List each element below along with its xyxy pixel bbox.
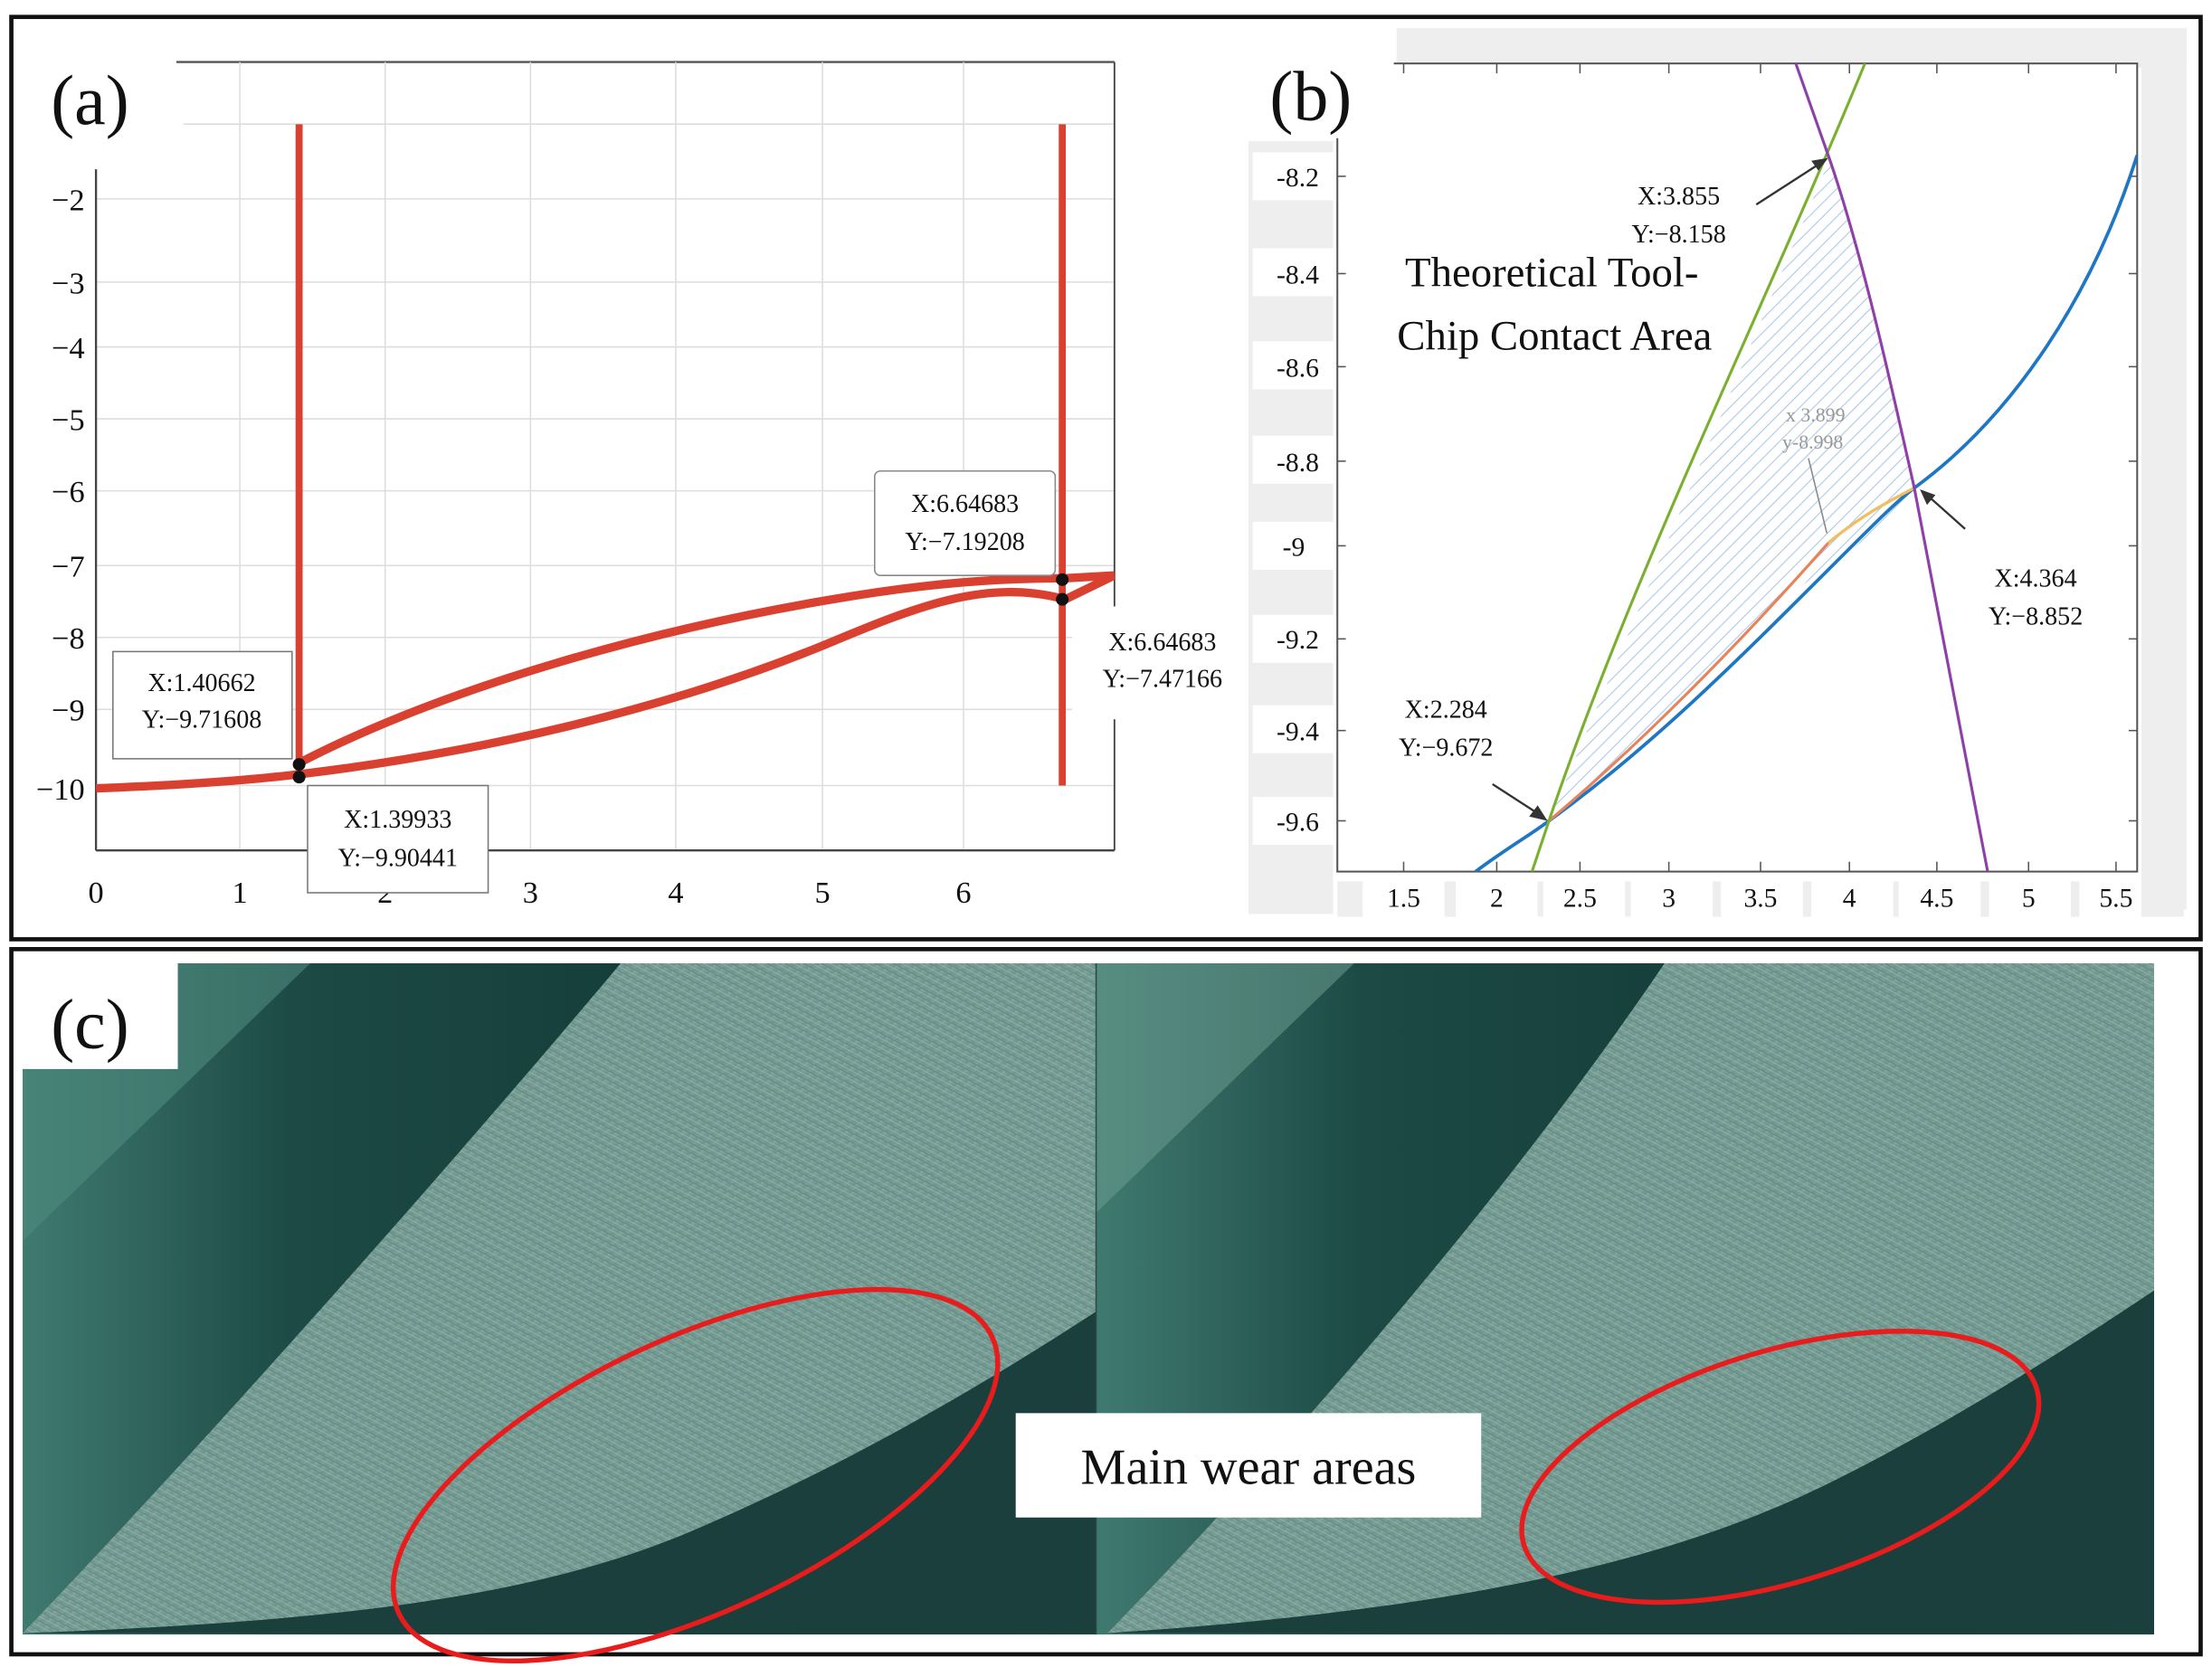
panel-b-contact-area-hatch [1549,159,1914,821]
wear-area-ellipse-right [1519,1329,2042,1605]
panel-b-datatip-faint: x 3.899 y-8.998 [1782,404,1846,534]
svg-text:X:6.64683: X:6.64683 [911,490,1019,518]
panel-b-y-tick: -9 [1283,533,1305,562]
svg-text:Y:−7.47166: Y:−7.47166 [1103,665,1222,693]
panel-a-x-tick: 6 [955,876,971,910]
panel-b-datatip: X:4.364 Y:−8.852 [1920,489,2083,631]
panel-a-x-tick: 1 [233,876,248,910]
panel-b-annotation: Chip Contact Area [1397,313,1712,360]
panel-a-datatip: X:6.64683 Y:−7.47166 [1072,606,1239,720]
panel-a-y-tick: −3 [52,266,85,300]
svg-text:Y:−9.90441: Y:−9.90441 [338,844,458,872]
panel-a-datatip: X:6.64683 Y:−7.19208 [874,470,1057,576]
panel-a-lower-curve [96,587,1067,793]
panel-a-x-tick: 4 [668,876,683,910]
panel-b-annotation: Theoretical Tool- [1405,250,1698,297]
micrograph-right [1096,962,2155,1635]
panel-b-x-tick: 3.5 [1743,885,1777,914]
panel-a-y-tick: −6 [52,475,85,509]
svg-text:y-8.998: y-8.998 [1782,431,1843,453]
panel-a-upper-curve [297,571,1115,767]
svg-text:X:1.40662: X:1.40662 [147,669,255,697]
panel-c-label: (c) [51,986,129,1064]
panel-b-y-tick: -8.2 [1277,164,1319,193]
wear-area-ellipse-left [391,1286,1001,1664]
wear-area-caption: Main wear areas [1081,1439,1417,1495]
svg-text:X:6.64683: X:6.64683 [1108,629,1216,657]
svg-text:Y:−8.158: Y:−8.158 [1631,221,1725,249]
panel-b-x-tick: 2.5 [1563,885,1597,914]
svg-text:Y:−7.19208: Y:−7.19208 [905,528,1024,556]
panel-b-y-tick: -9.6 [1277,808,1319,837]
panel-b-x-tick: 4.5 [1920,885,1953,914]
panel-a-y-tick: −7 [52,550,85,584]
panel-a-y-tick: −2 [52,183,85,217]
panel-b-y-tick: -9.4 [1277,718,1319,747]
svg-text:Y:−9.672: Y:−9.672 [1399,734,1493,762]
panel-b-x-tick: 4 [1843,885,1856,914]
svg-text:x 3.899: x 3.899 [1786,404,1846,426]
panel-b-x-tick: 5 [2022,885,2036,914]
panel-a-y-tick: −5 [52,403,85,438]
panel-b-y-tick: -9.2 [1277,626,1319,655]
panel-b-purple-line [1794,63,1989,872]
panel-a-x-tick: 0 [89,876,104,910]
panel-a-x-tick: 5 [815,876,831,910]
panel-b-label: (b) [1269,58,1352,136]
panel-a-datatip: X:1.40662 Y:−9.71608 [112,650,293,760]
panel-b-x-tick: 1.5 [1387,885,1420,914]
panel-b-datatip: X:3.855 Y:−8.158 [1631,157,1828,249]
panel-a-y-tick: −8 [52,621,85,656]
svg-text:X:2.284: X:2.284 [1405,696,1487,725]
panel-b-x-tick: 5.5 [2099,885,2132,914]
panel-a-y-tick: −4 [52,331,85,365]
panel-b-y-tick: -8.6 [1277,354,1319,383]
svg-text:X:3.855: X:3.855 [1638,183,1720,211]
panel-a-datatip: X:1.39933 Y:−9.90441 [307,784,489,894]
panel-b-datatip: X:2.284 Y:−9.672 [1399,696,1548,821]
panel-a: −2 −3 −4 −5 −6 −7 −8 −9 −10 0 1 2 3 4 5 … [28,42,1239,910]
panel-b: -8.2 -8.4 -8.6 -8.8 -9 -9.2 -9.4 -9.6 1.… [1248,28,2187,917]
panel-c: Main wear areas (c) [23,962,2155,1664]
panel-b-y-tick: -8.4 [1277,260,1319,289]
panel-a-label: (a) [51,62,129,139]
panel-b-x-tick: 3 [1662,885,1676,914]
panel-a-x-tick: 3 [523,876,538,910]
panel-b-y-tick: -8.8 [1277,449,1319,478]
panel-a-y-tick: −9 [52,694,85,728]
svg-text:X:4.364: X:4.364 [1994,565,2076,593]
svg-text:Y:−9.71608: Y:−9.71608 [142,706,261,734]
svg-text:X:1.39933: X:1.39933 [344,806,451,834]
panel-a-y-tick: −10 [36,772,85,807]
micrograph-left [23,962,1097,1635]
svg-text:Y:−8.852: Y:−8.852 [1989,603,2083,631]
panel-b-x-tick: 2 [1490,885,1504,914]
panel-b-green-line [1530,63,1866,872]
